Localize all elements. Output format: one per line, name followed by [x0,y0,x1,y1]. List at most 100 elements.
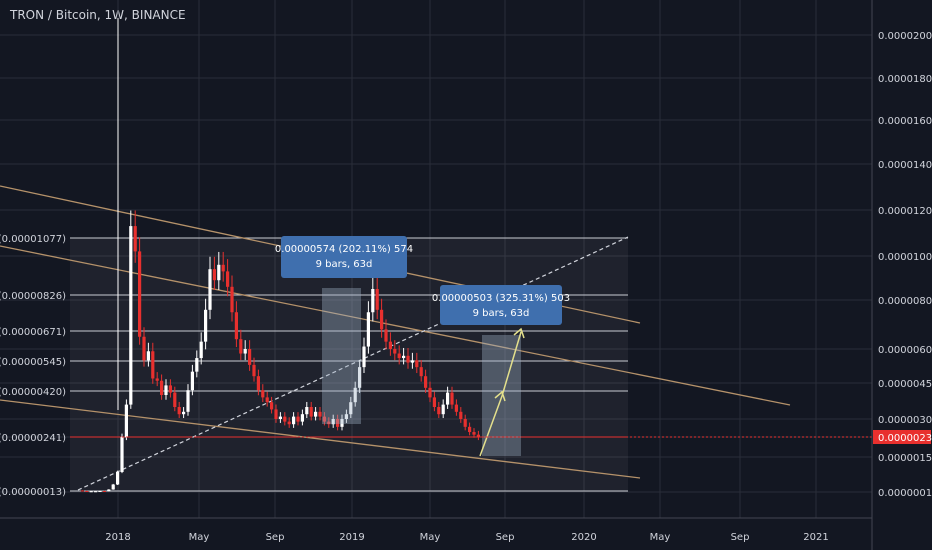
candle-body [318,411,322,417]
x-tick-label: Sep [266,532,285,543]
candle-body [446,392,450,405]
candle-body [243,349,247,354]
dashed-trend-line [77,236,629,491]
candle-body [252,364,256,377]
fib-retracement: 0(0.00001077) 36(0.00000826) 82(0.00000671… [0,234,628,498]
candle-body [428,387,432,398]
candle-body [107,489,111,492]
candle-body [151,351,155,379]
candle-body [476,434,480,438]
candle-body [300,414,304,422]
candle-body [472,432,476,435]
arrow-head [494,390,506,402]
fib-level-label: 1(0.00000013) [0,487,66,498]
candle-body [111,484,115,490]
candle-body [415,360,419,368]
candle-body [410,360,414,363]
candle-body [146,351,150,361]
candle-body [406,355,410,363]
fib-level-label: 0(0.00001077) [0,234,66,245]
candle-body [424,376,428,388]
candle-body [173,392,177,407]
fib-level-label: 86(0.00000241) [0,433,66,444]
candle-body [283,416,287,422]
candle-body [102,491,106,492]
x-tick-label: Sep [496,532,515,543]
x-tick-label: May [420,532,441,543]
candle-body [190,371,194,391]
candle-body [274,409,278,419]
candle-body [459,411,463,419]
candle-body [265,397,269,403]
candle-body [120,437,124,472]
y-tick-label: 0.00000010 [878,488,932,499]
candle-body [80,490,84,492]
projection-arrow [501,331,522,397]
candles [80,18,480,493]
candle-body [199,341,203,359]
candle-body [133,226,137,252]
candle-body [155,378,159,381]
candle-body [168,385,172,393]
candle-body [182,411,186,415]
candle-body [195,358,199,372]
measure-label-line2: 9 bars, 63d [316,259,373,270]
x-tick-label: May [650,532,671,543]
candle-body [124,404,128,438]
candle-body [454,404,458,412]
candle-body [278,416,282,419]
candle-body [221,264,225,272]
candle-body [468,426,472,433]
candle-body [204,309,208,342]
candle-body [129,226,133,405]
candle-body [160,380,164,395]
candle-body [450,392,454,405]
trend-line [0,399,641,479]
candle-body [388,341,392,349]
x-tick-label: 2018 [105,532,130,543]
candle-body [212,269,216,281]
candle-body [358,367,362,388]
candle-body [349,402,353,415]
fib-zone [70,238,628,491]
candle-body [344,414,348,419]
measure-box [322,288,361,424]
measure-label [440,285,562,325]
projection-arrow [479,395,503,457]
candle-body [375,289,379,310]
measurements: 0.00000574 (202.11%) 574 9 bars, 63d 0.000… [70,236,872,457]
measure-label-line2: 9 bars, 63d [473,308,530,319]
measure-label [281,236,407,278]
candle-body [292,416,296,425]
x-tick-label: 2019 [339,532,364,543]
measure-label-line1: 0.00000503 (325.31%) 503 [432,293,570,304]
candle-body [217,264,221,281]
candle-body [340,419,344,427]
candle-body [353,387,357,403]
candle-body [230,286,234,313]
candle-body [419,367,423,377]
candle-body [296,416,300,422]
candle-body [309,407,313,417]
fib-level-label: 18(0.00000420) [0,387,66,398]
candle-body [177,407,181,415]
candle-body [226,271,230,287]
candle-body [138,251,142,337]
x-tick-label: 2021 [803,532,828,543]
candle-body [336,419,340,427]
candle-body [322,416,326,422]
candle-body [384,329,388,342]
candle-body [261,390,265,398]
candle-body [362,346,366,368]
candle-body [463,419,467,427]
candle-body [441,404,445,415]
